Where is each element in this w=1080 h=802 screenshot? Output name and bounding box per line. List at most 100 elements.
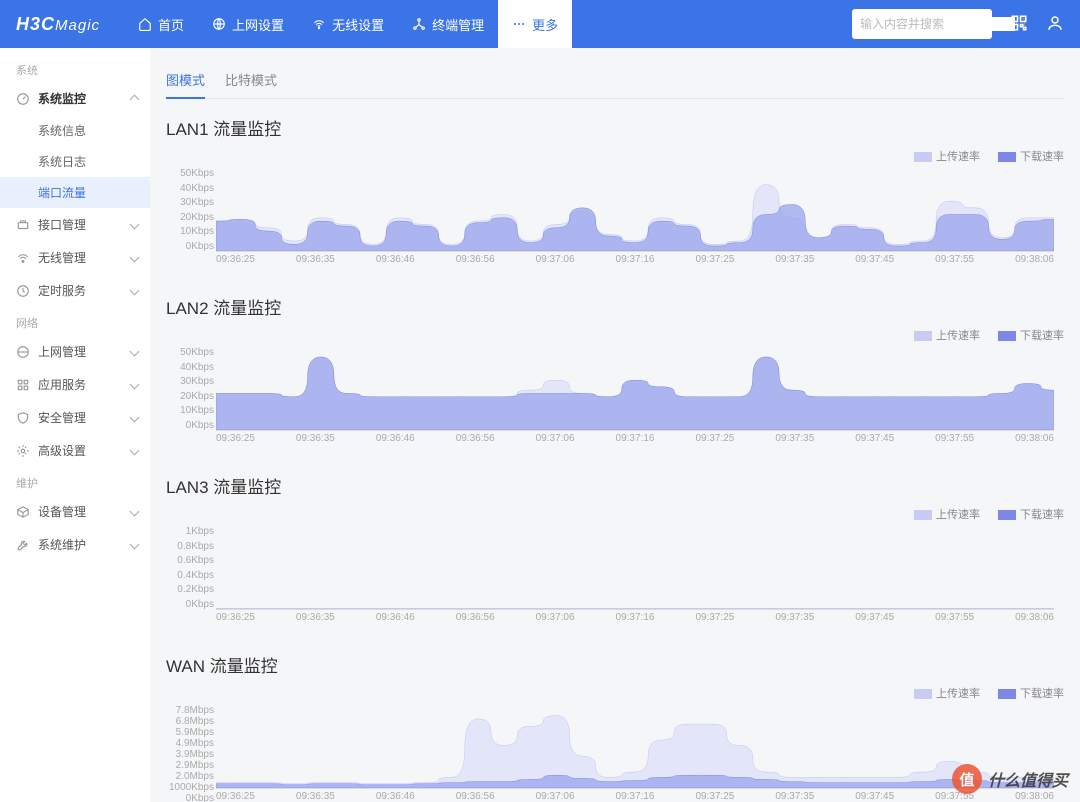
sidebar-group-label: 系统 [0,54,150,82]
nav-label: 终端管理 [432,15,484,34]
sidebar-item-label: 上网管理 [38,343,86,360]
port-icon [16,218,30,232]
chart-plot [216,705,1054,789]
brand-logo: H3CMagic [16,14,100,35]
tab-比特模式[interactable]: 比特模式 [225,62,277,98]
tab-图模式[interactable]: 图模式 [166,62,205,99]
topbar-right [852,9,1064,39]
nav-device[interactable]: 终端管理 [398,0,498,48]
sidebar-item-接口管理[interactable]: 接口管理 [0,208,150,241]
gear-icon [16,444,30,458]
chart-panel-1: LAN2 流量监控上传速率 下载速率 50Kbps40Kbps30Kbps20Kbp… [166,294,1064,447]
sidebar-group-label: 维护 [0,467,150,495]
chart-panel-3: WAN 流量监控上传速率下载速率 7.8Mbps6.8Mbps5.9Mbps4.9… [166,652,1064,802]
sidebar-item-设备管理[interactable]: 设备管理 [0,495,150,528]
chart-legend: 上传速率下载速率 [166,685,1064,701]
search-input[interactable] [860,17,1015,31]
sidebar-item-label: 无线管理 [38,249,86,266]
nav-globe[interactable]: 上网设置 [198,0,298,48]
sidebar-sub-系统信息[interactable]: 系统信息 [0,115,150,146]
chart-title: LAN1 流量监控 [166,115,1064,140]
clock-icon [16,284,30,298]
sidebar-group-label: 网络 [0,307,150,335]
nav-more[interactable]: 更多 [498,0,572,48]
watermark-text: 什么值得买 [988,767,1068,791]
box-icon [16,505,30,519]
sidebar-item-label: 系统维护 [38,536,86,553]
sidebar-item-label: 定时服务 [38,282,86,299]
chart-y-axis: 50Kbps40Kbps30Kbps20Kbps10Kbps0Kbps [166,168,214,252]
nav-wifi[interactable]: 无线设置 [298,0,398,48]
wifi-icon [312,17,326,31]
chart-panel-2: LAN3 流量监控上传速率 下载速率 1Kbps0.8Kbps0.6Kbps0.4K… [166,473,1064,626]
chart-panel-0: LAN1 流量监控上传速率 下载速率 50Kbps40Kbps30Kbps20Kbp… [166,115,1064,268]
chart-plot [216,168,1054,252]
chart-plot [216,347,1054,431]
view-tabs: 图模式比特模式 [166,62,1064,99]
legend-upload: 上传速率 [914,506,980,522]
legend-download: 下载速率 [998,327,1064,343]
legend-download: 下载速率 [998,148,1064,164]
chart-y-axis: 50Kbps40Kbps30Kbps20Kbps10Kbps0Kbps [166,347,214,431]
chart-box: 7.8Mbps6.8Mbps5.9Mbps4.9Mbps3.9Mbps2.9Mb… [216,705,1054,802]
nav-label: 无线设置 [332,15,384,34]
chart-y-axis: 1Kbps0.8Kbps0.6Kbps0.4Kbps0.2Kbps0Kbps [166,526,214,610]
search-box[interactable] [852,9,992,39]
legend-upload: 上传速率 [914,685,980,701]
top-bar: H3CMagic 首页 上网设置 无线设置 终端管理更多 [0,0,1080,48]
wrench-icon [16,538,30,552]
sidebar-item-系统维护[interactable]: 系统维护 [0,528,150,561]
chart-box: 50Kbps40Kbps30Kbps20Kbps10Kbps0Kbps09:36… [216,347,1054,447]
sidebar-item-label: 设备管理 [38,503,86,520]
chart-title: LAN3 流量监控 [166,473,1064,498]
chart-panels: LAN1 流量监控上传速率下载速率50Kbps40Kbps30Kbps20Kbp… [166,115,1064,802]
sidebar-item-上网管理[interactable]: 上网管理 [0,335,150,368]
legend-download: 下载速率 [998,506,1064,522]
sidebar-sub-系统日志[interactable]: 系统日志 [0,146,150,177]
sidebar-item-label: 系统监控 [38,90,86,107]
main-content: 图模式比特模式 LAN1 流量监控上传速率下载速率50Kbps40Kbps30K… [150,48,1080,802]
sidebar-item-label: 安全管理 [38,409,86,426]
chart-title: LAN2 流量监控 [166,294,1064,319]
nav-home[interactable]: 首页 [124,0,198,48]
sidebar-item-安全管理[interactable]: 安全管理 [0,401,150,434]
sidebar-item-label: 高级设置 [38,442,86,459]
home-icon [138,17,152,31]
device-icon [412,17,426,31]
sidebar-sub-端口流量[interactable]: 端口流量 [0,177,150,208]
nav-label: 首页 [158,15,184,34]
chart-x-axis: 09:36:2509:36:3509:36:4609:36:5609:37:06… [216,612,1054,626]
chart-box: 1Kbps0.8Kbps0.6Kbps0.4Kbps0.2Kbps0Kbps09… [216,526,1054,626]
chart-y-axis: 7.8Mbps6.8Mbps5.9Mbps4.9Mbps3.9Mbps2.9Mb… [166,705,214,789]
sidebar-item-应用服务[interactable]: 应用服务 [0,368,150,401]
sidebar-item-高级设置[interactable]: 高级设置 [0,434,150,467]
sidebar-item-label: 接口管理 [38,216,86,233]
user-icon[interactable] [1046,14,1064,35]
watermark: 值 什么值得买 [952,764,1068,794]
sidebar-item-定时服务[interactable]: 定时服务 [0,274,150,307]
wifi2-icon [16,251,30,265]
globe-icon [212,17,226,31]
brand-magic: Magic [55,17,100,34]
chart-legend: 上传速率 下载速率 [166,506,1064,522]
legend-upload: 上传速率 [914,148,980,164]
sidebar-item-系统监控[interactable]: 系统监控 [0,82,150,115]
shield-icon [16,411,30,425]
legend-upload: 上传速率 [914,327,980,343]
nav-label: 上网设置 [232,15,284,34]
sidebar-item-无线管理[interactable]: 无线管理 [0,241,150,274]
chart-x-axis: 09:36:2509:36:3509:36:4609:36:5609:37:06… [216,254,1054,268]
dash-icon [16,92,30,106]
chart-legend: 上传速率 下载速率 [166,327,1064,343]
app-icon [16,378,30,392]
more-icon [512,17,526,31]
chart-title: WAN 流量监控 [166,652,1064,677]
brand-h3c: H3C [16,14,55,34]
watermark-badge: 值 [952,764,982,794]
sidebar-item-label: 应用服务 [38,376,86,393]
net-icon [16,345,30,359]
chart-x-axis: 09:36:2509:36:3509:36:4609:36:5609:37:06… [216,433,1054,447]
qr-icon[interactable] [1010,14,1028,35]
sidebar: 系统系统监控系统信息系统日志端口流量接口管理无线管理定时服务网络上网管理应用服务… [0,48,150,802]
chart-x-axis: 09:36:2509:36:3509:36:4609:36:5609:37:06… [216,791,1054,802]
